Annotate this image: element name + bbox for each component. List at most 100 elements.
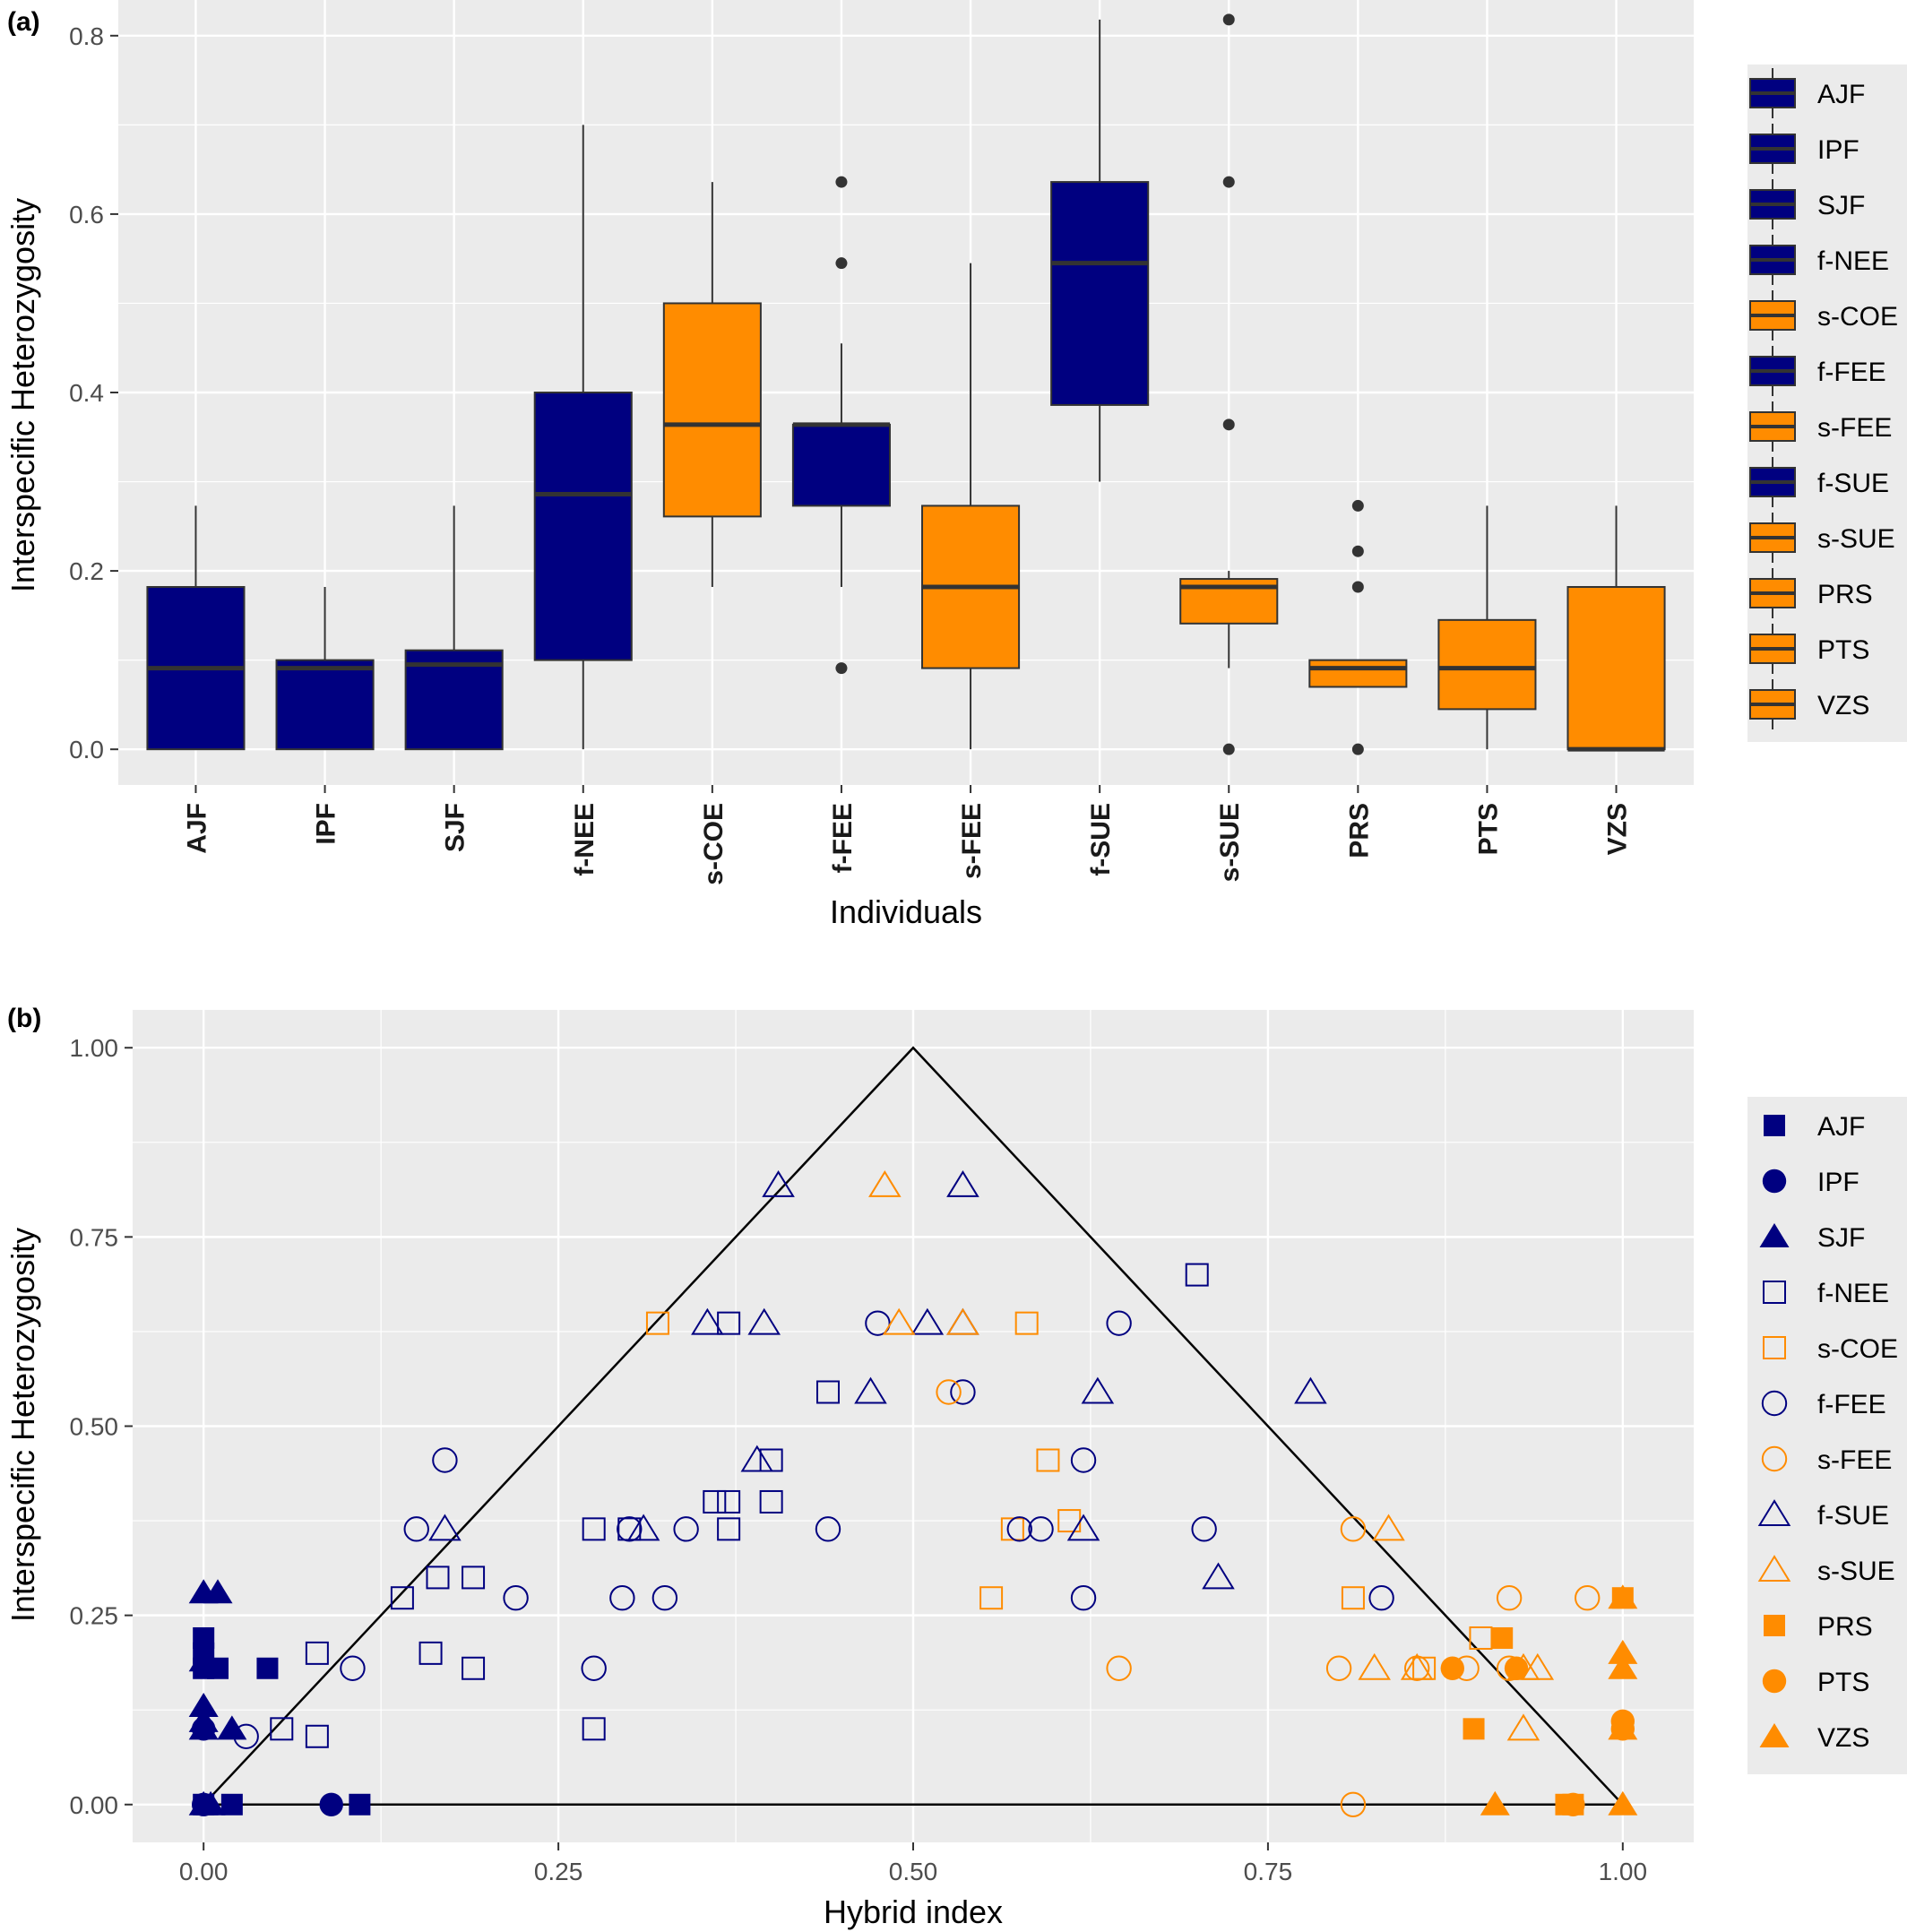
legend-label-a: SJF [1817,191,1865,220]
x-tick-label-b: 0.75 [1244,1858,1293,1885]
legend-key-AJF: AJF [1764,1112,1865,1142]
point-f-SUE [740,1445,774,1472]
legend-key-s-COE: s-COE [1749,290,1898,341]
point-s-COE [1341,1586,1365,1610]
point-f-NEE [717,1311,741,1335]
box-body [1308,659,1408,688]
point-f-FEE [865,1310,891,1336]
legend-key-VZS: VZS [1759,1723,1869,1753]
point-s-SUE [1521,1652,1555,1680]
legend-marker [1761,1390,1788,1417]
x-axis-title-a: Individuals [830,893,982,930]
point-f-NEE [305,1641,329,1665]
y-tick-label-b: 0.25 [70,1602,119,1630]
box-f-SUE [1050,19,1150,482]
point-s-SUE [1372,1514,1405,1541]
point-SJF [203,1579,233,1604]
point-f-FEE [673,1516,699,1542]
legend-key-SJF: SJF [1749,179,1865,229]
outlier-point [1351,499,1364,512]
legend-marker [1762,1669,1787,1694]
legend-key-f-NEE: f-NEE [1763,1279,1889,1308]
legend-label-b: VZS [1817,1723,1869,1753]
panel-label-b: (b) [7,1004,41,1033]
point-s-COE [979,1586,1004,1610]
point-f-SUE [1294,1376,1327,1404]
point-f-FEE [1006,1516,1032,1542]
y-tick-label-b: 0.00 [70,1791,119,1819]
point-PRS [1463,1718,1485,1740]
outlier-point [1222,176,1235,188]
legend-marker [1757,1555,1791,1582]
y-tick-label-a: 0.8 [69,22,104,50]
point-s-SUE [1506,1713,1540,1741]
legend-label-b: s-FEE [1817,1445,1892,1475]
point-PTS [1561,1792,1585,1816]
point-s-FEE [1575,1585,1601,1611]
series-s-FEE [936,1379,1601,1817]
x-axis-title-b: Hybrid index [824,1893,1003,1930]
legend-label-b: SJF [1817,1223,1865,1253]
legend-label-b: PRS [1817,1612,1873,1642]
legend-key-f-SUE: f-SUE [1749,457,1889,507]
outlier-point [1222,418,1235,431]
legend-marker [1763,1281,1786,1304]
point-SJF [217,1715,247,1740]
legend-b: AJF IPF SJF f-NEE s-COE f-FEE s-FEE f-SUE s-SUE P… [1747,1097,1907,1774]
box-f-FEE [791,176,891,675]
point-f-FEE [1070,1447,1097,1473]
box-SJF [404,505,504,751]
outlier-point [1222,13,1235,26]
point-f-SUE [428,1514,462,1541]
legend-label-a: IPF [1817,135,1860,165]
outlier-point [1351,545,1364,557]
point-s-FEE [1340,1516,1367,1542]
legend-key-VZS: VZS [1749,679,1869,729]
point-f-SUE [1202,1562,1235,1590]
legend-bg-b [1747,1097,1907,1774]
box-body [275,659,375,751]
y-tick-label-b: 1.00 [70,1034,119,1062]
legend-key-s-COE: s-COE [1763,1334,1898,1364]
legend-label-a: PTS [1817,635,1869,665]
point-s-SUE [946,1307,979,1335]
legend-marker [1763,1336,1786,1359]
x-tick-label-a: s-SUE [1215,803,1245,882]
triangle-b [203,1046,1626,1807]
point-s-COE [645,1311,669,1335]
series-VZS [1480,1584,1638,1816]
x-tick-label-a: s-COE [699,803,729,885]
point-PTS [1504,1656,1529,1680]
legend-key-f-FEE: f-FEE [1749,346,1886,396]
legend-key-PRS: PRS [1749,568,1873,618]
x-tick-label-b: 0.25 [534,1858,583,1885]
legend-key-PRS: PRS [1764,1612,1873,1642]
point-VZS [1480,1790,1510,1816]
legend-key-s-FEE: s-FEE [1749,401,1892,452]
legend-key-AJF: AJF [1749,68,1865,118]
point-f-FEE [340,1655,366,1681]
point-s-SUE [868,1170,902,1197]
box-plot-panel: (a) 0.0 0.2 0.4 0.6 0.8 AJF IPF SJF f-NEE s-COE f-… [4,0,1907,930]
outlier-point [1222,743,1235,755]
box-s-COE [662,182,762,588]
box-body [1050,181,1150,406]
scatter-plot-panel: (b) 0.00 0.25 0.50 0.75 1.00 0.00 0.25 0.50 0.75… [4,1004,1907,1930]
point-f-NEE [815,1380,840,1404]
point-f-SUE [946,1170,979,1197]
outlier-point [1351,743,1364,755]
y-tick-label-a: 0.4 [69,379,104,407]
box-PTS [1437,505,1537,750]
legend-marker [1759,1223,1790,1247]
point-f-NEE [419,1641,443,1665]
point-f-FEE [815,1516,841,1542]
point-AJF [349,1793,371,1816]
box-IPF [275,587,375,751]
legend-label-b: s-SUE [1817,1557,1895,1586]
point-PRS [1491,1626,1514,1649]
x-tick-label-a: IPF [312,803,341,845]
point-s-SUE [1358,1652,1391,1680]
legend-key-PTS: PTS [1749,624,1869,674]
point-SJF [188,1715,219,1740]
legend-label-b: s-COE [1817,1334,1898,1364]
